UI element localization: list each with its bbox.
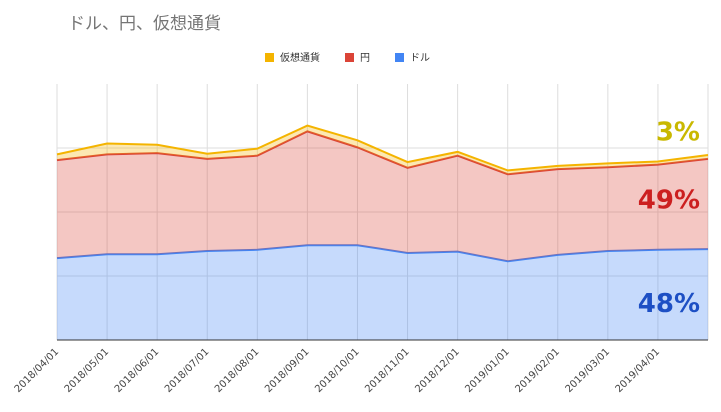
x-tick-label: 2018/05/01 xyxy=(63,346,112,395)
area-line xyxy=(56,244,709,263)
legend-label: 円 xyxy=(360,53,370,64)
area xyxy=(57,245,708,340)
annotation: 48% xyxy=(638,289,700,319)
chart-title: ドル、円、仮想通貨 xyxy=(68,14,221,34)
legend-swatch xyxy=(395,53,404,62)
x-tick-label: 2018/06/01 xyxy=(113,346,162,395)
x-tick-label: 2018/11/01 xyxy=(363,346,412,395)
area-line xyxy=(56,124,709,172)
x-tick-label: 2019/03/01 xyxy=(564,346,613,395)
area xyxy=(57,131,708,262)
x-tick-label: 2018/07/01 xyxy=(163,346,212,395)
legend-swatch xyxy=(265,53,274,62)
legend-label: ドル xyxy=(410,53,430,64)
x-tick-label: 2018/10/01 xyxy=(313,346,362,395)
area-line xyxy=(56,130,709,176)
annotation: 3% xyxy=(656,118,700,148)
x-tick-label: 2018/08/01 xyxy=(213,346,262,395)
x-tick-label: 2019/02/01 xyxy=(513,346,562,395)
x-tick-label: 2018/09/01 xyxy=(263,346,312,395)
x-tick-label: 2019/04/01 xyxy=(614,346,663,395)
legend-label: 仮想通貨 xyxy=(280,51,320,64)
x-tick-label: 2018/04/01 xyxy=(13,346,62,395)
x-tick-label: 2018/12/01 xyxy=(413,346,462,395)
x-tick-label: 2019/01/01 xyxy=(463,346,512,395)
annotation: 49% xyxy=(638,186,700,216)
legend-swatch xyxy=(345,53,354,62)
